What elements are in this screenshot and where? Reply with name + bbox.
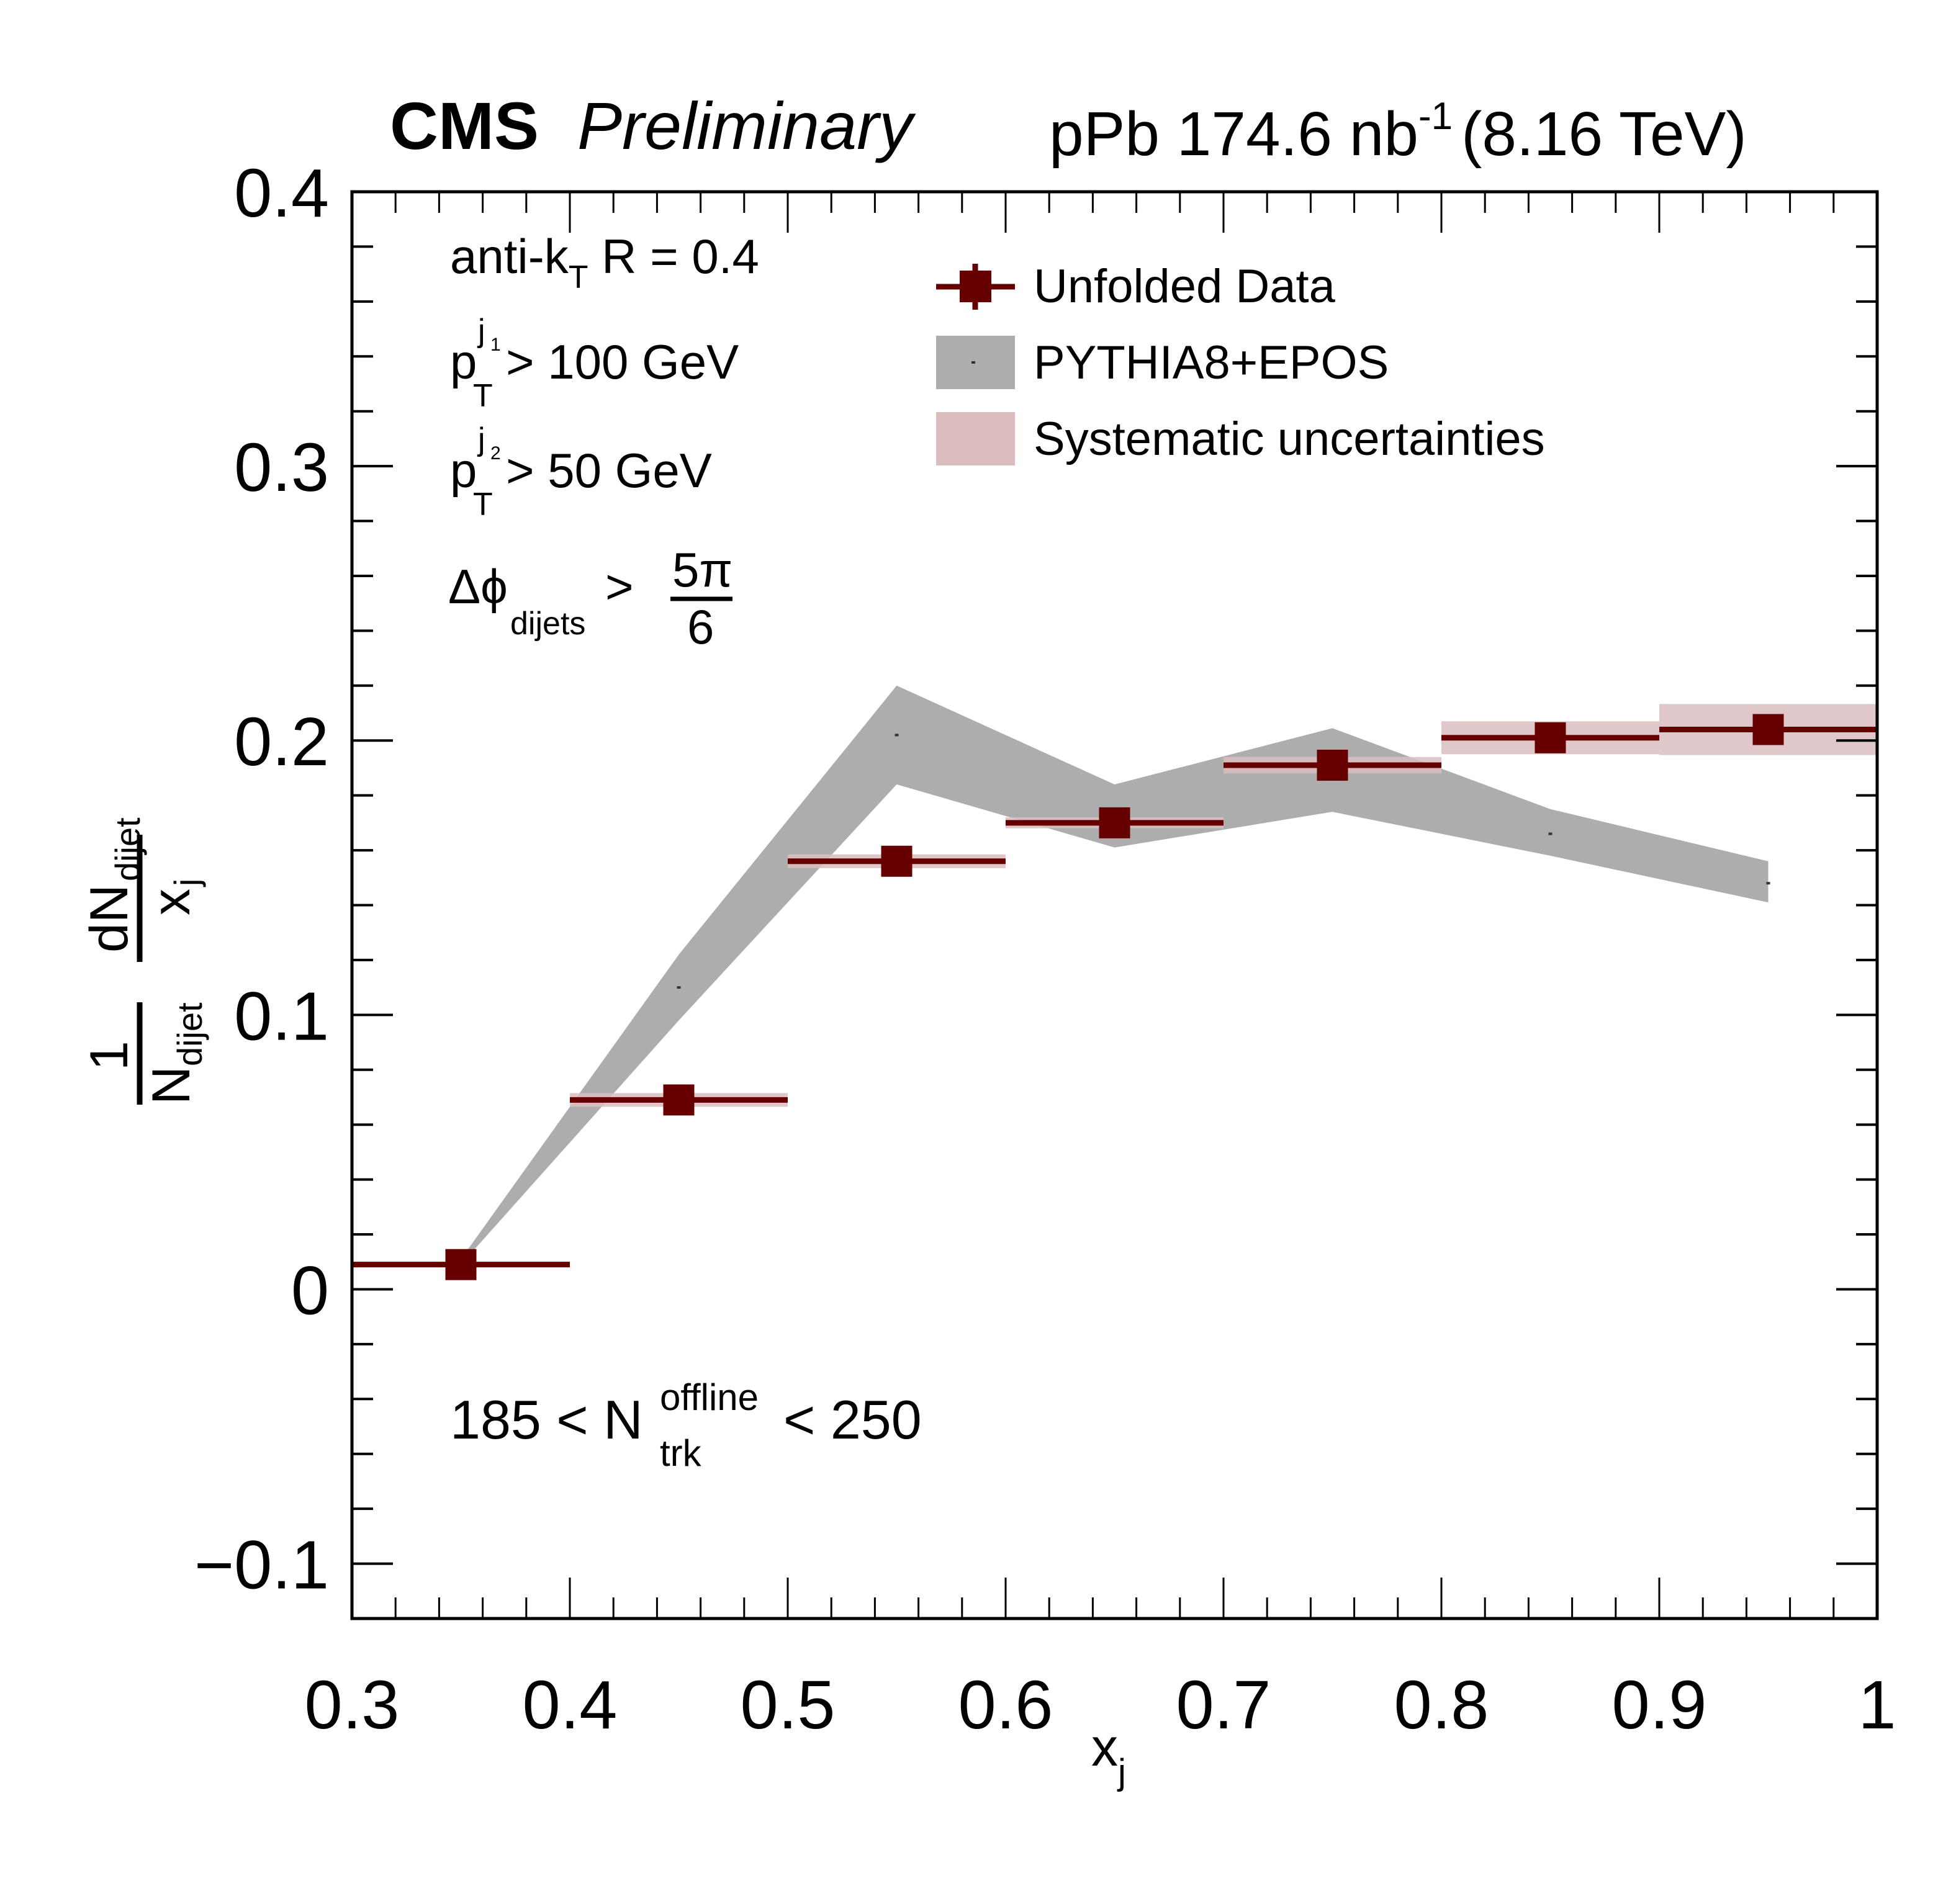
svg-text:dN: dN: [79, 884, 139, 953]
data-layer: [352, 714, 1877, 1280]
svg-text:2: 2: [490, 443, 501, 464]
data-point: [663, 1084, 695, 1116]
legend-entry-syst: Systematic uncertainties: [936, 412, 1545, 465]
svg-text:j: j: [477, 313, 485, 349]
legend-model-point: [971, 361, 975, 364]
model-band-layer: [459, 685, 1770, 1265]
x-tick-label: 0.3: [305, 1667, 400, 1743]
svg-text:185 < N: 185 < N: [450, 1389, 643, 1450]
x-tick-label: 0.7: [1176, 1667, 1271, 1743]
svg-text:> 50 GeV: > 50 GeV: [506, 443, 712, 498]
svg-text:5π: 5π: [672, 542, 732, 597]
data-point: [445, 1249, 477, 1280]
svg-text:offline: offline: [660, 1376, 759, 1418]
svg-text:T: T: [473, 487, 493, 523]
pt2-annotation: p j 2 T > 50 GeV: [450, 421, 712, 523]
svg-text:> 100 GeV: > 100 GeV: [506, 335, 739, 389]
data-point: [1535, 722, 1566, 753]
model-point: [895, 734, 899, 737]
status-label: Preliminary: [577, 88, 916, 163]
svg-text:T: T: [473, 378, 493, 414]
x-tick-label: 0.6: [958, 1667, 1053, 1743]
legend-data-marker: [960, 271, 991, 302]
svg-text:>: >: [605, 559, 634, 614]
lumi-label: pPb 174.6 nb-1 (8.16 TeV): [1049, 95, 1747, 169]
svg-text:trk: trk: [660, 1432, 702, 1474]
legend-model-swatch: [936, 336, 1015, 389]
svg-text:< 250: < 250: [783, 1389, 922, 1450]
ntrk-annotation: 185 < N offline trk < 250: [450, 1376, 922, 1474]
jet-algo-annotation: anti-kT R = 0.4: [450, 229, 759, 295]
legend-entry-data: Unfolded Data: [936, 260, 1336, 313]
svg-text:j: j: [477, 421, 485, 457]
model-point: [1766, 882, 1770, 885]
dphi-annotation: Δϕ dijets > 5π 6: [448, 542, 732, 654]
svg-text:dijet: dijet: [170, 1002, 209, 1066]
tick-layer: [351, 191, 1878, 1620]
data-point: [1752, 714, 1784, 745]
model-point: [677, 986, 681, 989]
tick-label-layer: 0.3 0.4 0.5 0.6 0.7 0.8 0.9 1 −0.1 0 0.1 0.2 0.3 0.4: [194, 155, 1896, 1743]
x-tick-label: 0.4: [523, 1667, 618, 1743]
legend: Unfolded Data PYTHIA8+EPOS Systematic un…: [936, 260, 1545, 465]
svg-text:dijets: dijets: [510, 606, 585, 642]
svg-text:p: p: [450, 443, 477, 498]
model-band: [461, 685, 1769, 1265]
data-point: [1317, 750, 1348, 781]
y-tick-label: 0.1: [234, 978, 329, 1054]
svg-text:Δϕ: Δϕ: [448, 559, 508, 614]
y-tick-label: 0.2: [234, 704, 329, 780]
lumi-prefix: pPb 174.6 nb: [1049, 99, 1418, 169]
x-tick-label: 0.5: [741, 1667, 836, 1743]
energy-label: (8.16 TeV): [1461, 99, 1747, 169]
x-tick-label: 0.8: [1394, 1667, 1489, 1743]
data-point: [881, 845, 913, 877]
lumi-exponent: -1: [1418, 95, 1453, 138]
model-point: [1548, 832, 1553, 835]
x-axis-title: xj: [1091, 1718, 1126, 1792]
legend-label-model: PYTHIA8+EPOS: [1034, 336, 1389, 389]
y-tick-label: 0.3: [234, 429, 329, 506]
legend-label-data: Unfolded Data: [1034, 260, 1336, 313]
svg-text:p: p: [450, 335, 477, 389]
x-tick-label: 1: [1858, 1667, 1896, 1743]
pt1-annotation: p j 1 T > 100 GeV: [450, 313, 739, 414]
legend-syst-swatch: [936, 412, 1015, 465]
svg-text:1: 1: [79, 1041, 139, 1071]
y-tick-label: 0: [291, 1252, 329, 1329]
data-point: [1099, 807, 1130, 838]
y-axis-title: 1 N dijet dN dijet x j: [79, 817, 209, 1105]
legend-entry-model: PYTHIA8+EPOS: [936, 336, 1389, 389]
svg-text:x: x: [142, 889, 201, 915]
x-tick-label: 0.9: [1612, 1667, 1707, 1743]
svg-text:6: 6: [687, 599, 714, 654]
legend-label-syst: Systematic uncertainties: [1034, 413, 1545, 465]
svg-text:j: j: [167, 879, 206, 887]
experiment-label: CMS: [390, 88, 539, 163]
svg-text:N: N: [142, 1066, 201, 1105]
y-tick-label: 0.4: [234, 155, 329, 231]
y-tick-label: −0.1: [194, 1527, 329, 1604]
svg-text:1: 1: [490, 335, 501, 355]
